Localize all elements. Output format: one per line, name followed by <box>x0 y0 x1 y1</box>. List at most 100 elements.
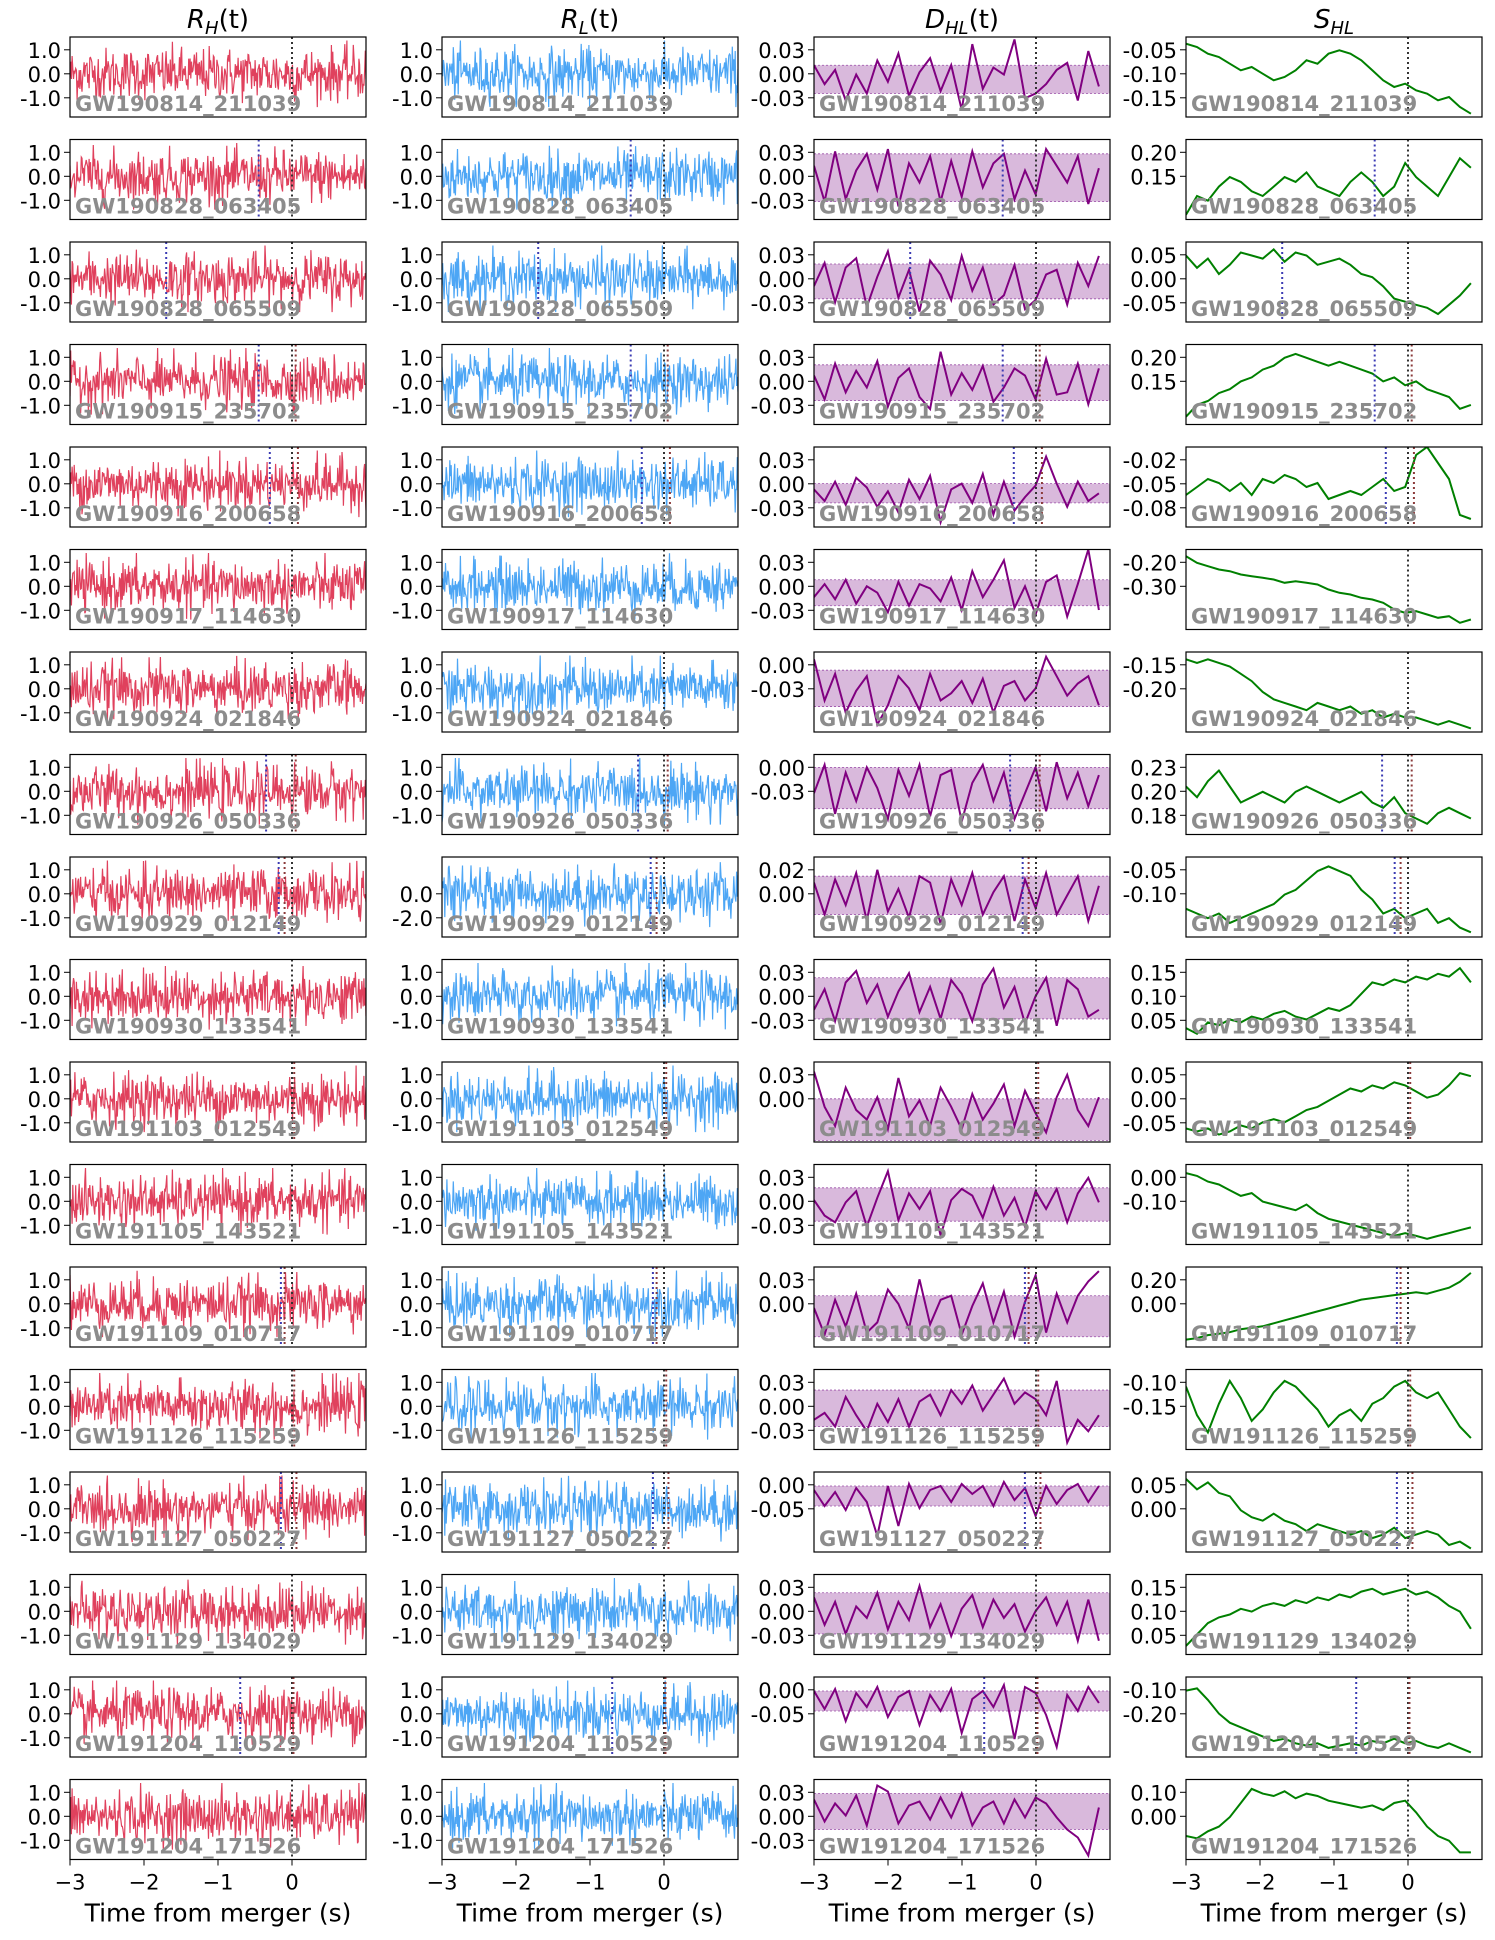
rl-series <box>442 347 738 415</box>
dhl-confidence-band <box>814 483 1110 503</box>
panel-plot-area <box>1186 1267 1472 1347</box>
panel-plot-area <box>814 344 1110 425</box>
y-tick-label: 1.0 <box>400 39 433 63</box>
panel-plot-area <box>814 1574 1110 1655</box>
y-tick-label: -1.0 <box>392 1214 433 1238</box>
y-tick-label: 0.00 <box>1130 1805 1177 1829</box>
rh-series <box>70 1475 366 1543</box>
event-label: GW191109_010717 <box>75 1322 301 1346</box>
rl-series <box>442 1065 738 1133</box>
y-tick-label: 1.0 <box>400 141 433 165</box>
panel-rh-GW190917_114630: 1.00.0-1.0 GW190917_114630 <box>20 548 367 631</box>
y-tick-label: 0.03 <box>758 1166 805 1190</box>
event-label: GW190915_235702 <box>819 400 1045 424</box>
panel-plot-area <box>70 754 366 835</box>
panel-plot-area <box>1186 959 1472 1040</box>
y-tick-label: -0.10 <box>1123 1679 1177 1703</box>
rh-series <box>70 1579 366 1645</box>
event-label: GW191129_134029 <box>819 1630 1045 1654</box>
dhl-confidence-band <box>814 1486 1110 1506</box>
dhl-series <box>814 1376 1100 1446</box>
panel-plot-area <box>814 754 1110 835</box>
y-tick-label: 0.00 <box>1130 268 1177 292</box>
panel-plot-area <box>442 549 738 630</box>
shl-series <box>1186 1272 1472 1341</box>
event-label: GW190828_065509 <box>819 297 1045 321</box>
y-tick-label: -1.0 <box>20 87 61 111</box>
y-tick-label: 0.0 <box>28 1088 61 1112</box>
dhl-series <box>814 1270 1100 1341</box>
y-tick-label: -0.15 <box>1123 1395 1177 1419</box>
panel-s-GW190916_200658: -0.02-0.05-0.08 GW190916_200658 <box>1123 446 1483 528</box>
y-tick-label: 0.03 <box>758 1576 805 1600</box>
y-tick-label: -1.0 <box>20 1419 61 1443</box>
y-tick-label: -1.0 <box>392 497 433 521</box>
panel-rl-GW191204_171526: 1.00.0-1.0 GW191204_171526 <box>392 1778 739 1861</box>
panel-d-GW190916_200658: 0.030.00-0.03 GW190916_200658 <box>751 446 1111 528</box>
event-label: GW191127_050227 <box>1191 1527 1417 1551</box>
panel-plot-area <box>70 139 366 220</box>
y-tick-label: 0.03 <box>758 39 805 63</box>
panel-plot-area <box>814 1062 1110 1142</box>
shl-series <box>1186 1587 1472 1647</box>
y-tick-label: -0.05 <box>1123 39 1177 63</box>
panel-plot-area <box>70 1779 366 1860</box>
panel-rh-GW191129_134029: 1.00.0-1.0 GW191129_134029 <box>20 1573 367 1656</box>
panel-plot-area <box>70 447 366 527</box>
y-tick-label: 0.0 <box>28 268 61 292</box>
x-tick-label: −3 <box>427 1871 458 1895</box>
y-tick-label: 0.00 <box>1130 1293 1177 1317</box>
panel-rh-GW190930_133541: 1.00.0-1.0 GW190930_133541 <box>20 958 367 1041</box>
panel-frame <box>69 138 367 221</box>
panel-plot-area <box>814 549 1110 630</box>
panel-plot-area <box>70 652 366 732</box>
event-label: GW190814_211039 <box>819 92 1045 116</box>
y-tick-label: 1.0 <box>28 39 61 63</box>
y-tick-label: 0.20 <box>1130 1269 1177 1293</box>
panel-plot-area <box>442 344 738 425</box>
panel-rh-GW190814_211039: 1.00.0-1.0 GW190814_211039 <box>20 36 367 118</box>
panel-plot-area <box>442 1369 738 1450</box>
y-tick-label: 0.00 <box>758 756 805 780</box>
panel-plot-area <box>70 1267 366 1347</box>
y-tick-label: 0.05 <box>1130 1064 1177 1088</box>
x-tick-label: 0 <box>657 1871 670 1895</box>
y-tick-label: 0.10 <box>1130 1600 1177 1624</box>
panel-plot-area <box>814 652 1110 732</box>
y-tick-label: 0.0 <box>400 268 433 292</box>
event-label: GW190930_133541 <box>1191 1015 1417 1039</box>
panel-frame <box>813 36 1111 118</box>
y-tick-label: 0.00 <box>1130 1498 1177 1522</box>
panel-plot-area <box>1186 447 1472 527</box>
panel-d-GW190930_133541: 0.030.00-0.03 GW190930_133541 <box>751 958 1111 1041</box>
panel-rh-GW190828_065509: 1.00.0-1.0 GW190828_065509 <box>20 241 367 323</box>
y-tick-label: 1.0 <box>28 1474 61 1498</box>
rh-series <box>70 347 366 415</box>
y-tick-label: -1.0 <box>392 1317 433 1341</box>
y-tick-label: -0.10 <box>1123 1190 1177 1214</box>
event-label: GW190916_200658 <box>75 502 301 526</box>
panel-frame <box>441 753 739 836</box>
panel-frame <box>69 1573 367 1656</box>
y-tick-label: 1.0 <box>400 1474 433 1498</box>
y-tick-label: 0.00 <box>1130 1166 1177 1190</box>
event-label: GW190930_133541 <box>819 1015 1045 1039</box>
y-tick-label: 0.05 <box>1130 1474 1177 1498</box>
y-tick-label: -1.0 <box>392 1112 433 1136</box>
y-tick-label: 1.0 <box>28 1781 61 1805</box>
panel-frame <box>69 1676 367 1758</box>
y-tick-label: 1.0 <box>28 449 61 473</box>
panel-d-GW191204_110529: 0.00-0.05 GW191204_110529 <box>751 1676 1111 1758</box>
y-tick-label: -1.0 <box>20 702 61 726</box>
panel-plot-area <box>1186 857 1472 937</box>
panel-plot-area <box>1186 37 1472 117</box>
y-tick-label: -0.03 <box>751 599 805 623</box>
rl-series <box>442 1167 738 1231</box>
panel-frame <box>813 753 1111 836</box>
y-tick-label: 0.05 <box>1130 244 1177 268</box>
y-tick-label: 0.03 <box>758 449 805 473</box>
y-tick-label: -0.03 <box>751 678 805 702</box>
rl-series <box>442 1680 738 1748</box>
panel-d-GW190917_114630: 0.030.00-0.03 GW190917_114630 <box>751 548 1111 631</box>
panel-rh-GW191105_143521: 1.00.0-1.0 GW191105_143521 <box>20 1163 367 1246</box>
